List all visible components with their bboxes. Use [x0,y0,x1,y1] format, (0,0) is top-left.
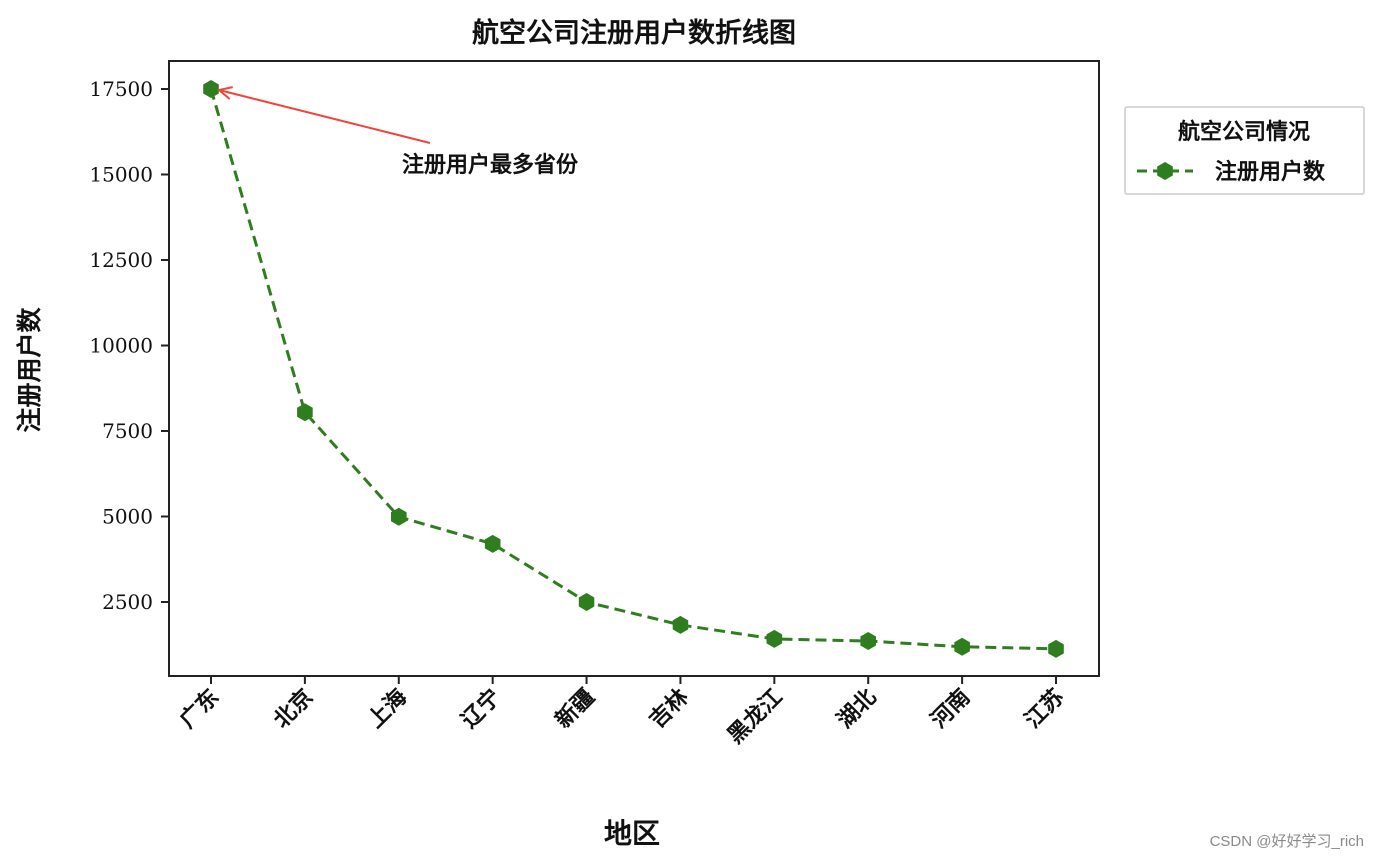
x-axis-label: 地区 [604,817,660,850]
data-point-marker [860,632,876,650]
x-tick-label: 上海 [363,684,413,734]
y-axis-ticks: 2500 5000 7500 10000 12500 15000 17500 [89,77,169,614]
annotation: 注册用户最多省份 [216,86,579,178]
data-point-marker [391,507,407,526]
chart-title: 航空公司注册用户数折线图 [472,17,796,49]
annotation-text: 注册用户最多省份 [402,152,579,178]
hexagon-marker-icon [1157,162,1173,180]
data-point-marker [297,403,313,422]
y-tick-label: 7500 [102,419,153,443]
y-tick-label: 10000 [89,334,153,358]
x-tick-label: 广东 [175,684,225,734]
data-point-marker [672,615,689,634]
x-tick-label: 湖北 [832,684,882,734]
x-tick-label: 新疆 [550,684,600,734]
y-tick-label: 12500 [89,248,153,272]
y-axis-label: 注册用户数 [15,307,44,433]
x-tick-label: 北京 [269,684,319,734]
data-point-marker [578,593,595,611]
x-tick-label: 黑龙江 [723,684,788,749]
data-point-marker [766,629,783,648]
series-line [209,88,1057,651]
y-tick-label: 2500 [102,590,153,614]
y-tick-label: 17500 [89,77,153,101]
legend-title: 航空公司情况 [1178,119,1310,145]
data-series [203,80,1064,658]
data-point-marker [954,637,970,656]
data-point-marker [484,534,501,553]
x-tick-label: 江苏 [1020,684,1070,734]
x-tick-label: 辽宁 [456,684,506,734]
x-tick-label: 河南 [926,684,976,734]
data-point-marker [203,80,219,98]
watermark: CSDN @好好学习_rich [1209,833,1364,850]
legend-entry-label: 注册用户数 [1215,159,1326,185]
arrow-head-icon [216,86,233,100]
y-tick-label: 5000 [102,505,153,529]
y-tick-label: 15000 [89,163,153,187]
legend: 航空公司情况 注册用户数 [1124,106,1365,195]
x-tick-label: 吉林 [644,684,694,734]
plot-area [168,60,1100,677]
x-axis-ticks: 广东 北京 上海 辽宁 新疆 吉林 黑龙江 湖北 河南 江苏 [175,676,1070,749]
data-point-marker [1048,639,1064,658]
annotation-arrow [218,89,431,144]
